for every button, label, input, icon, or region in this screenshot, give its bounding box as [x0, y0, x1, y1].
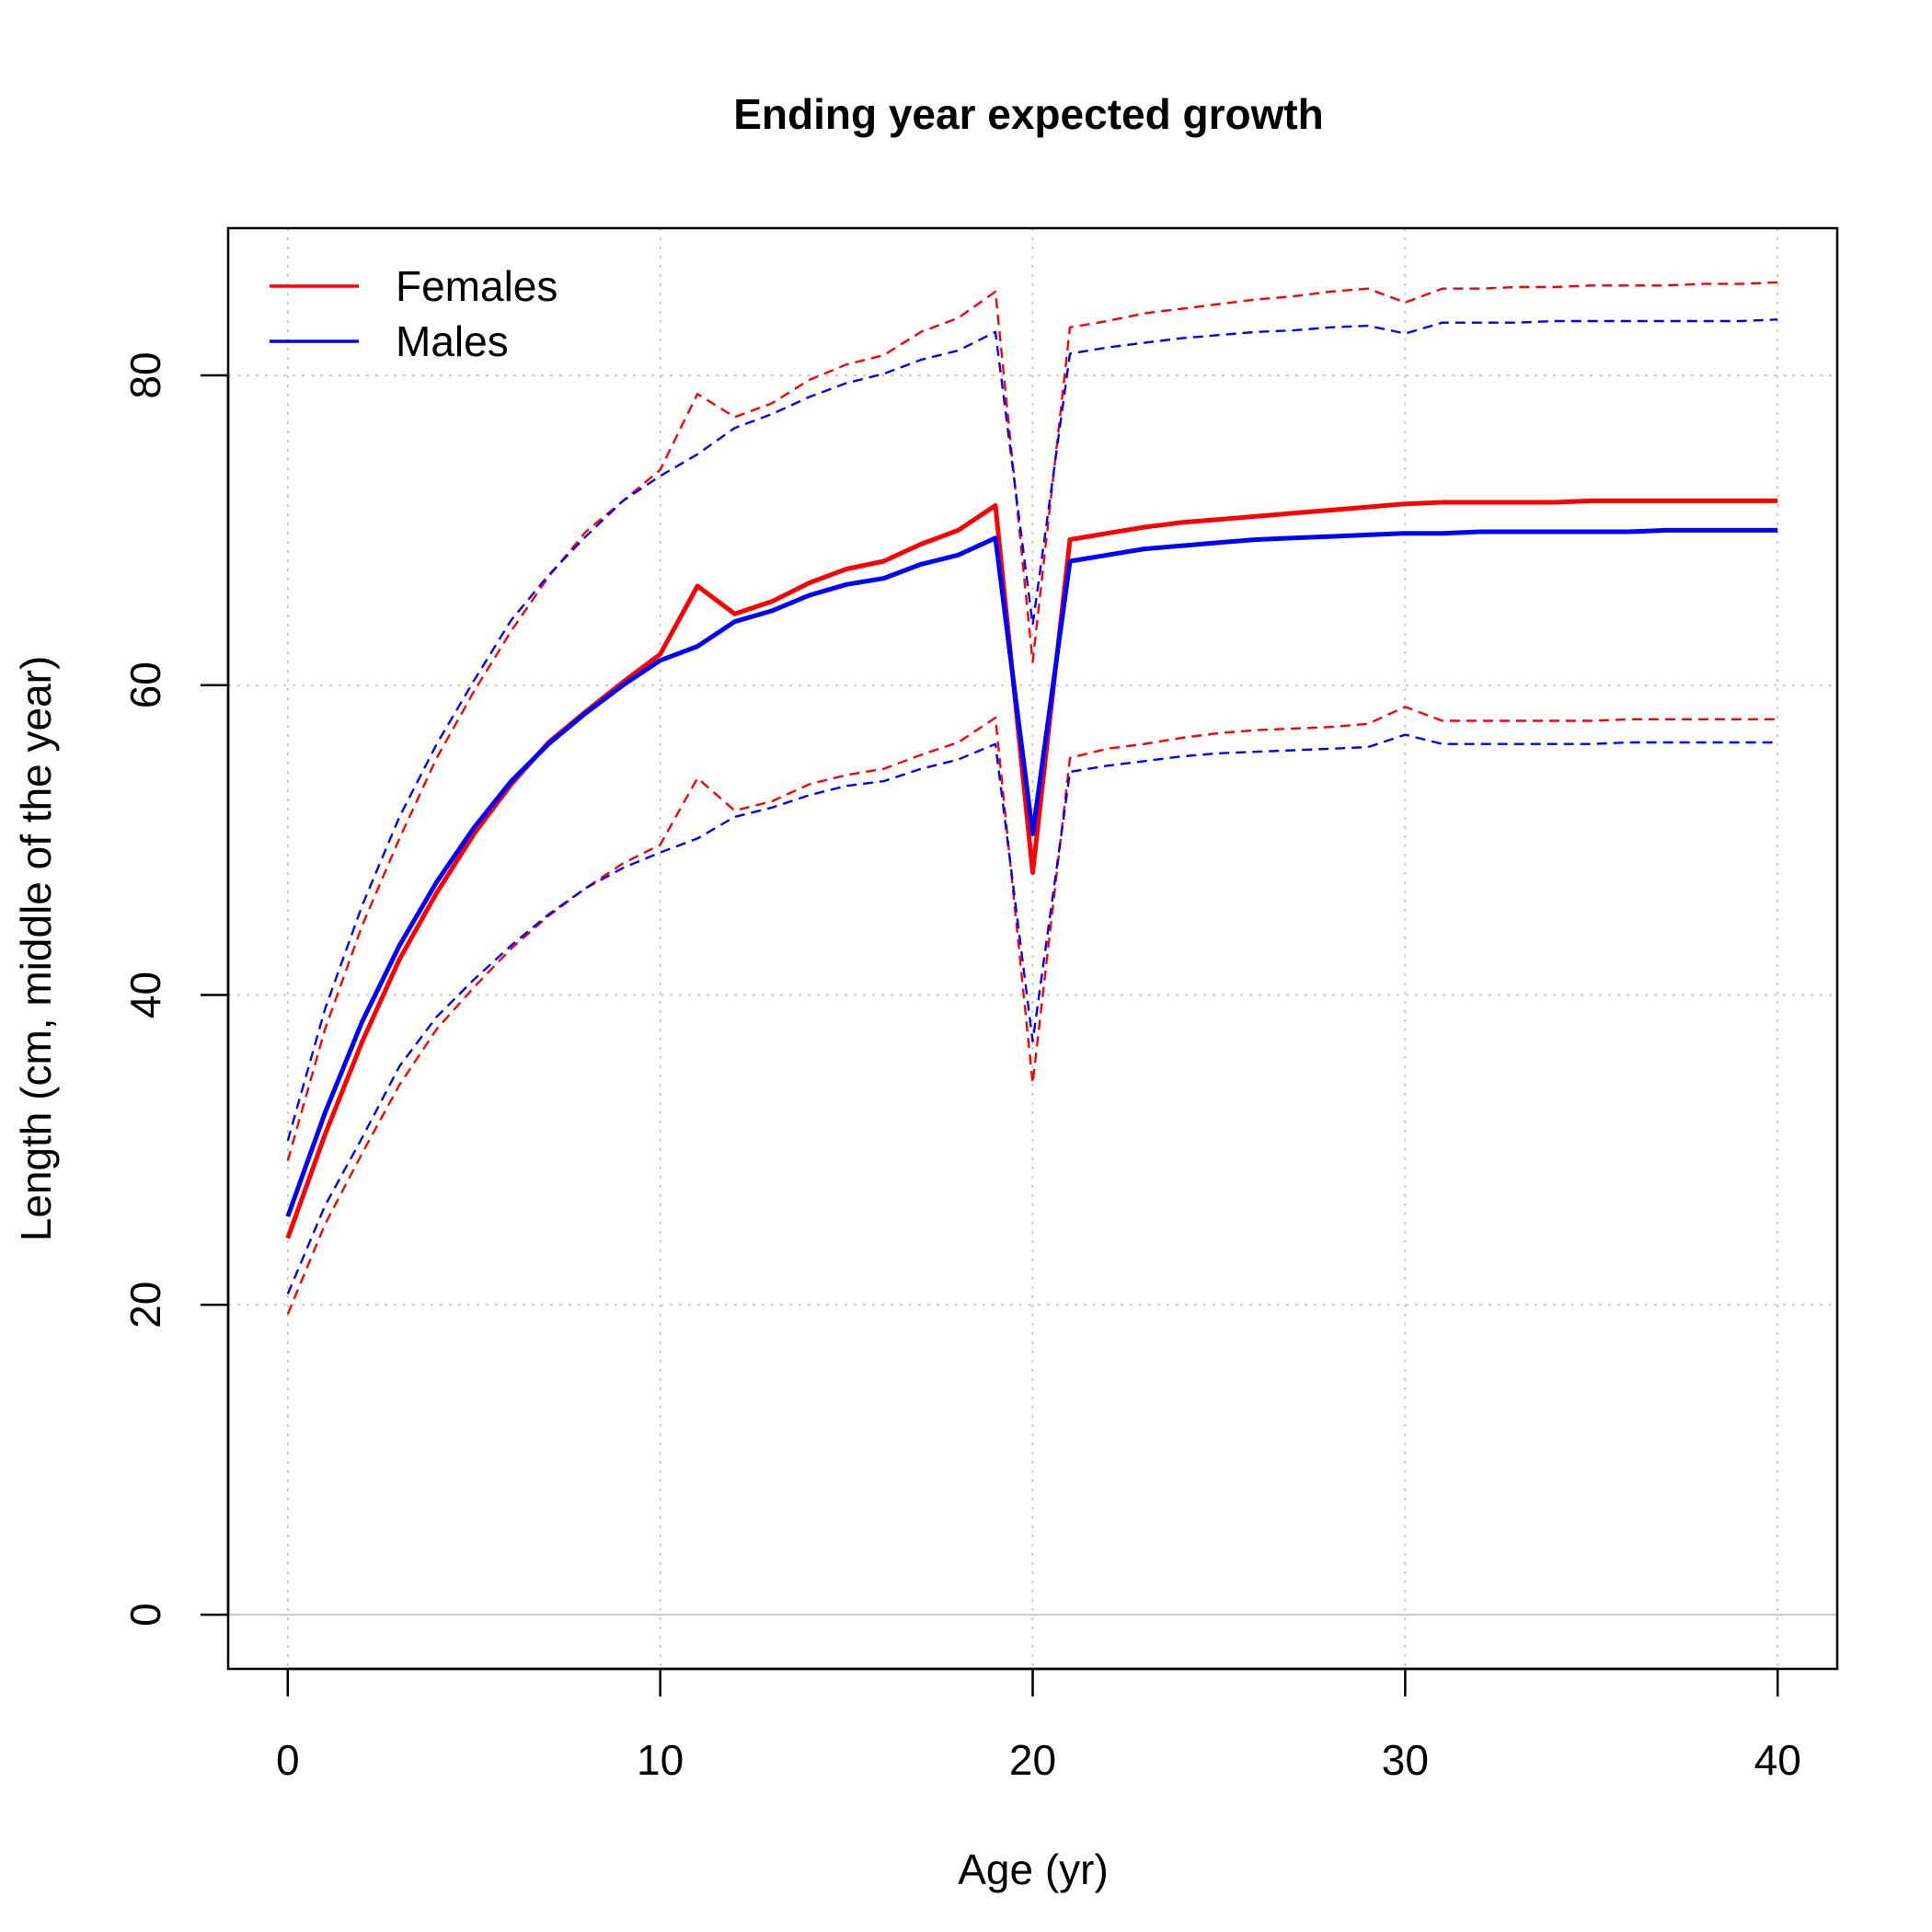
legend-label-females: Females [396, 262, 558, 310]
x-axis-label: Age (yr) [958, 1846, 1109, 1893]
y-axis-label: Length (cm, middle of the year) [12, 656, 60, 1242]
x-tick-label: 0 [276, 1736, 300, 1784]
y-tick-label: 20 [121, 1282, 169, 1328]
x-axis: 0 10 20 30 40 [276, 1667, 1801, 1784]
y-tick-label: 40 [121, 972, 169, 1018]
y-axis: 0 20 40 60 80 [121, 351, 230, 1627]
interval-line-females [286, 281, 1778, 1162]
grid [228, 228, 1837, 1669]
series-line-males [285, 527, 1778, 1218]
legend-label-males: Males [396, 317, 509, 365]
x-tick-label: 20 [1009, 1736, 1056, 1784]
chart-title: Ending year expected growth [733, 90, 1324, 138]
x-tick-label: 30 [1382, 1736, 1429, 1784]
interval-line-females [286, 706, 1778, 1315]
series-layer [285, 281, 1778, 1315]
series-line-females [285, 498, 1778, 1239]
y-tick-label: 0 [121, 1603, 169, 1627]
y-tick-label: 60 [121, 661, 169, 708]
y-tick-label: 80 [121, 351, 169, 398]
interval-line-males [286, 733, 1778, 1294]
x-tick-label: 40 [1754, 1736, 1801, 1784]
legend: Females Males [270, 262, 558, 365]
x-tick-label: 10 [637, 1736, 684, 1784]
interval-line-males [286, 318, 1778, 1142]
